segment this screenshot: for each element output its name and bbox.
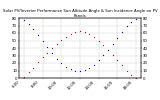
Point	[46, 46, 48, 48]
Point	[116, 59, 119, 61]
Point	[107, 49, 109, 50]
Point	[37, 34, 39, 36]
Point	[51, 52, 53, 54]
Point	[125, 70, 128, 71]
Point	[23, 19, 25, 20]
Title: Solar PV/Inverter Performance Sun Altitude Angle & Sun Incidence Angle on PV Pan: Solar PV/Inverter Performance Sun Altitu…	[3, 9, 157, 18]
Point	[130, 74, 133, 76]
Point	[97, 40, 100, 41]
Point	[32, 67, 35, 68]
Point	[88, 67, 91, 68]
Point	[125, 25, 128, 27]
Point	[27, 71, 30, 73]
Point	[116, 37, 119, 38]
Point	[69, 33, 72, 35]
Point	[112, 43, 114, 44]
Point	[93, 36, 95, 38]
Point	[60, 39, 63, 41]
Point	[102, 54, 105, 56]
Point	[41, 40, 44, 42]
Point	[79, 30, 81, 32]
Point	[93, 64, 95, 65]
Point	[46, 52, 48, 53]
Point	[69, 68, 72, 70]
Point	[107, 49, 109, 50]
Point	[27, 23, 30, 25]
Point	[83, 31, 86, 32]
Point	[37, 61, 39, 63]
Point	[121, 31, 123, 32]
Point	[79, 70, 81, 71]
Point	[135, 18, 137, 20]
Point	[74, 70, 77, 71]
Point	[41, 56, 44, 58]
Point	[55, 43, 58, 44]
Point	[74, 31, 77, 32]
Point	[65, 36, 67, 38]
Point	[112, 54, 114, 56]
Point	[130, 21, 133, 23]
Point	[65, 66, 67, 68]
Point	[97, 59, 100, 61]
Point	[55, 58, 58, 59]
Point	[121, 64, 123, 66]
Point	[32, 28, 35, 30]
Point	[51, 47, 53, 49]
Point	[83, 69, 86, 71]
Point	[135, 77, 137, 79]
Point	[102, 44, 105, 46]
Point	[23, 76, 25, 77]
Point	[88, 33, 91, 35]
Point	[60, 62, 63, 64]
